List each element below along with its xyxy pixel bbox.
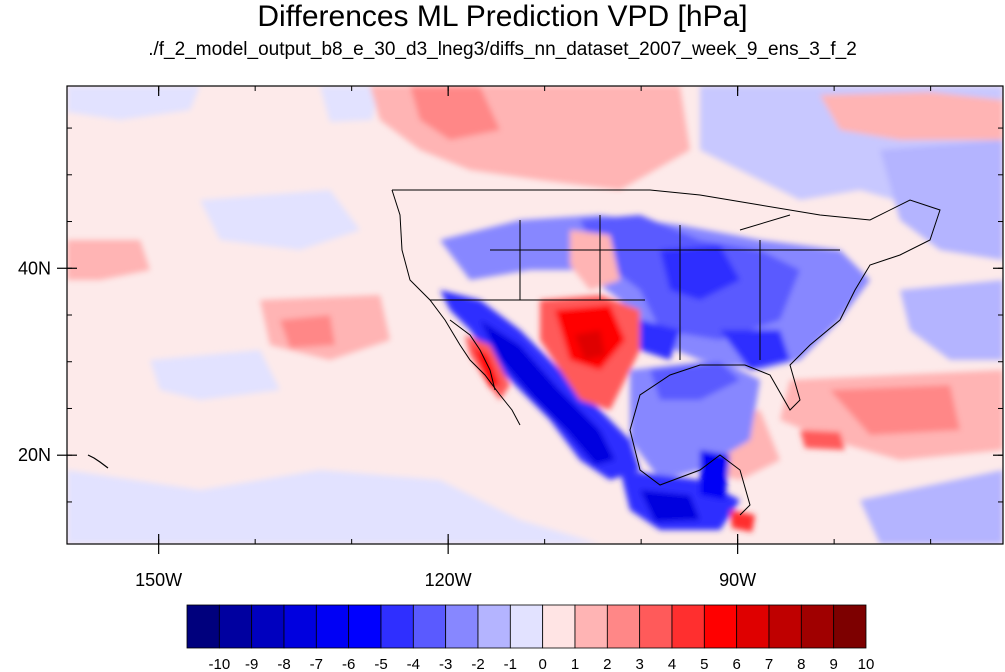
colorbar-swatch <box>445 604 479 649</box>
colorbar-swatch <box>315 604 350 649</box>
colorbar-label: -2 <box>471 656 484 672</box>
colorbar-label: -4 <box>407 656 420 672</box>
colorbar-swatch <box>639 604 673 649</box>
map-subtitle: ./f_2_model_output_b8_e_30_d3_lneg3/diff… <box>148 39 857 60</box>
colorbar-swatch <box>412 604 447 649</box>
colorbar-swatch <box>380 604 414 649</box>
colorbar-label: -6 <box>342 656 355 672</box>
colorbar-label: 9 <box>829 656 837 672</box>
colorbar-swatch <box>833 604 867 649</box>
coastlines <box>87 189 941 516</box>
colorbar-label: -5 <box>374 656 387 672</box>
colorbar-label: 1 <box>571 656 579 672</box>
colorbar-swatch <box>509 604 544 649</box>
colorbar-label: -7 <box>310 656 323 672</box>
colorbar-label: 10 <box>858 656 875 672</box>
lon-tick-label: 120W <box>425 570 472 590</box>
colorbar-label: 3 <box>635 656 643 672</box>
colorbar-swatch <box>671 604 705 649</box>
colorbar-label: 2 <box>603 656 611 672</box>
colorbar-label: 5 <box>700 656 708 672</box>
colorbar-label: -9 <box>245 656 258 672</box>
colorbar-swatch <box>703 604 738 649</box>
colorbar-swatch <box>736 604 770 649</box>
lon-tick-label: 150W <box>135 570 182 590</box>
colorbar-swatch <box>477 604 511 649</box>
colorbar-label: 6 <box>732 656 740 672</box>
colorbar: -10 -9 -8 -7 -6 -5 -4 -3 -2 -1 0 1 2 3 4 5 6 7 8 9 10 <box>186 604 875 672</box>
colorbar-label: 7 <box>765 656 773 672</box>
colorbar-swatch <box>251 604 285 649</box>
colorbar-label: 0 <box>538 656 546 672</box>
colorbar-label: -3 <box>439 656 452 672</box>
axis-ticks: 150W 120W 90W 40N 20N <box>18 86 1003 590</box>
colorbar-label: -10 <box>208 656 230 672</box>
lon-tick-label: 90W <box>719 570 756 590</box>
colorbar-label: 8 <box>797 656 805 672</box>
colorbar-swatch <box>768 604 802 649</box>
colorbar-label: -8 <box>277 656 290 672</box>
lat-tick-label: 40N <box>18 258 51 278</box>
colorbar-swatch <box>283 604 317 649</box>
colorbar-label: 4 <box>668 656 676 672</box>
colorbar-swatch <box>218 604 253 649</box>
colorbar-swatch <box>574 604 608 649</box>
map-title: Differences ML Prediction VPD [hPa] <box>257 0 748 33</box>
lat-tick-label: 20N <box>18 445 51 465</box>
colorbar-swatch <box>186 604 220 649</box>
colorbar-swatch <box>606 604 641 649</box>
colorbar-swatch <box>348 604 382 649</box>
colorbar-swatch <box>542 604 576 649</box>
map-field <box>67 86 1003 544</box>
colorbar-label: -1 <box>504 656 517 672</box>
colorbar-swatch <box>800 604 835 649</box>
